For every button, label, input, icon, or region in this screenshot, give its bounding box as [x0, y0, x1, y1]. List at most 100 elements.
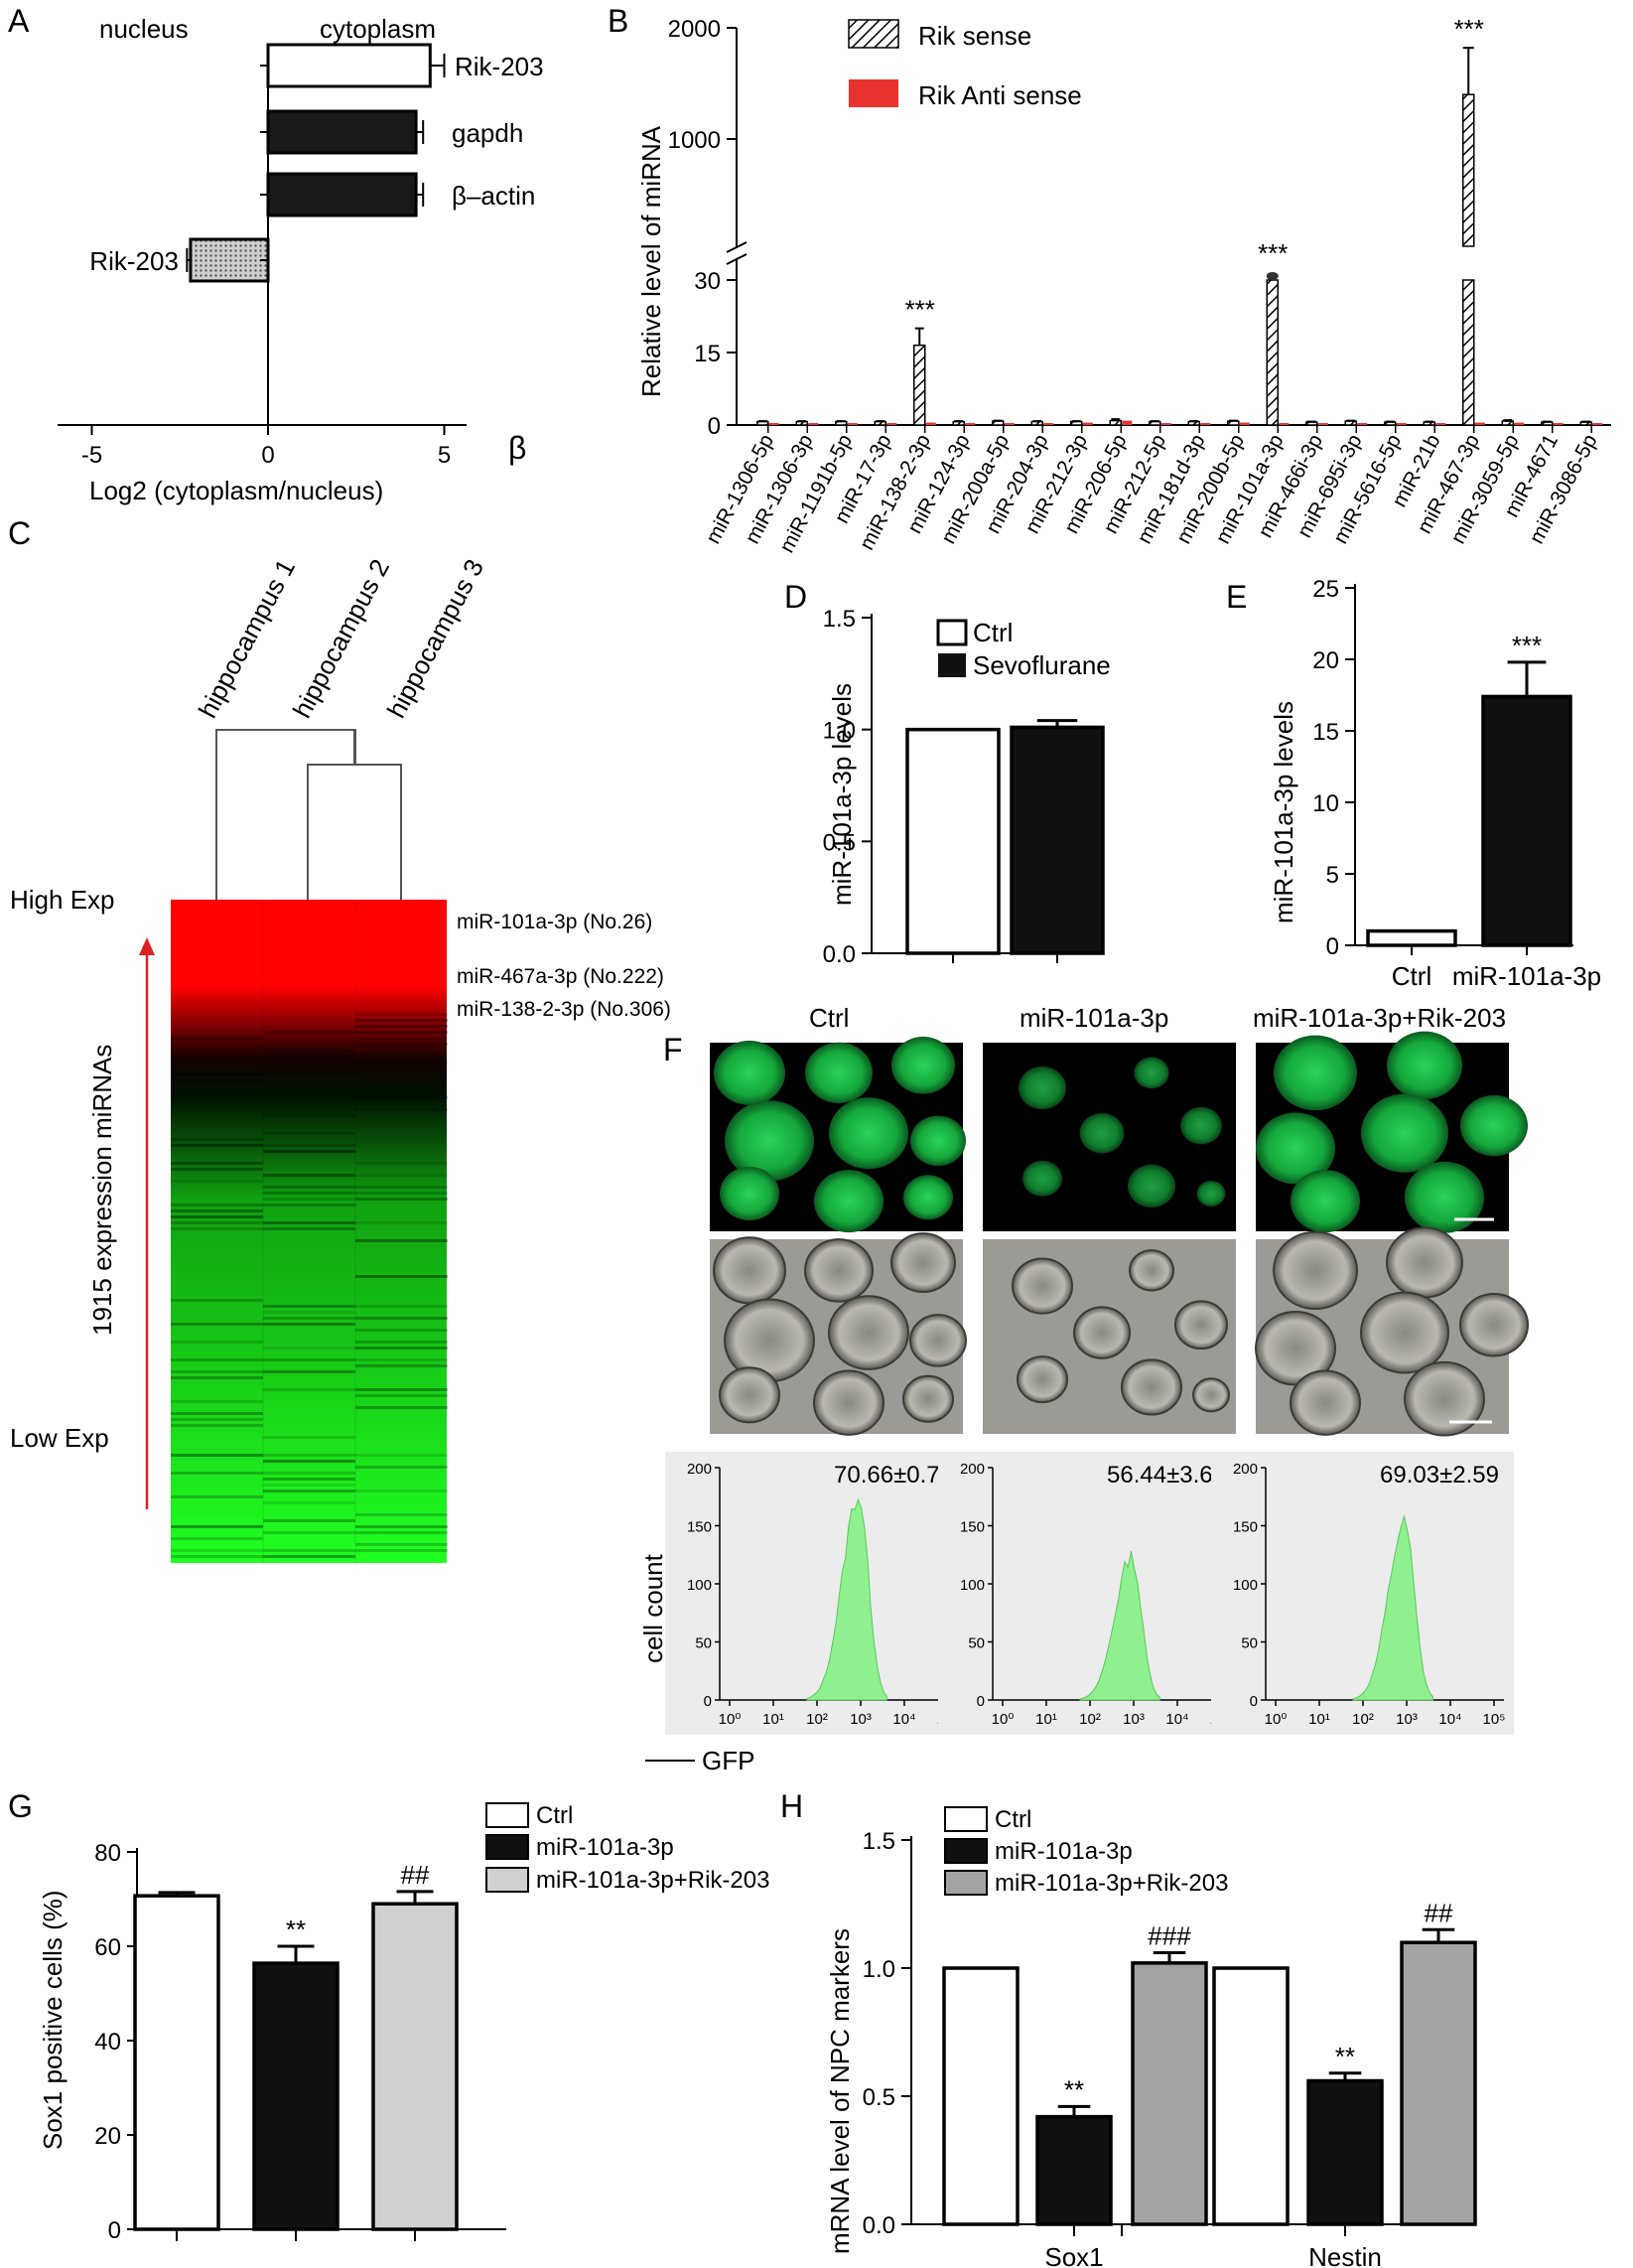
b-bar-antisense [1396, 423, 1407, 425]
heatmap-cell [171, 1299, 263, 1302]
heatmap-cell [263, 1501, 355, 1504]
axis-label-e-y: miR-101a-3p levels [1269, 701, 1298, 923]
a-bar [266, 109, 418, 155]
heatmap-cell [355, 1275, 448, 1278]
b-bar-antisense [886, 423, 897, 425]
heatmap-cell [263, 1198, 355, 1201]
heatmap-cell [263, 1114, 355, 1117]
gfp-histogram [1079, 1550, 1160, 1701]
heatmap-cell [355, 1406, 448, 1409]
heatmap-cell [171, 1472, 263, 1475]
b-bar-antisense [1317, 423, 1328, 425]
hist-y-tick-label: 50 [968, 1635, 985, 1652]
b-bar-antisense [965, 423, 976, 425]
neurosphere [1012, 1257, 1073, 1315]
panel-a-chart: nucleus cytoplasm Log2 (cytoplasm/nucleu… [89, 14, 526, 505]
axis-label-b-y: Relative level of miRNA [636, 125, 666, 397]
h-bar [1306, 2078, 1384, 2226]
b-axis-break [726, 253, 748, 265]
hist-x-tick-label: 10¹ [1308, 1711, 1330, 1728]
hist-x-tick-label: 10⁵ [1483, 1711, 1506, 1728]
histogram-panel [1211, 1452, 1514, 1735]
neurosphere [1073, 1306, 1131, 1359]
heatmap-cell [263, 1084, 355, 1087]
heatmap-cell [171, 1168, 263, 1171]
heatmap-cell [171, 1323, 263, 1326]
hist-y-tick-label: 0 [977, 1693, 985, 1710]
g-y-tick-label: 80 [94, 1840, 121, 1867]
h-significance: ### [1148, 1921, 1191, 1951]
heatmap-cell [355, 1239, 448, 1242]
heatmap-cell [171, 1180, 263, 1183]
heatmap-cell [263, 1549, 355, 1552]
gfp-sphere [1387, 1031, 1462, 1100]
b-y-tick-label: 0 [708, 413, 721, 440]
g-y-tick-label: 40 [94, 2029, 121, 2055]
gfp-sphere [1019, 1066, 1066, 1110]
low-exp-label: Low Exp [10, 1423, 109, 1453]
e-y-tick-label: 0 [1326, 933, 1339, 960]
heatmap-cell [171, 1537, 263, 1540]
gfp-sphere [714, 1041, 785, 1105]
heatmap-cell [263, 1221, 355, 1224]
sample-label-2: hippocampus 2 [287, 554, 395, 723]
a-bar [266, 172, 418, 217]
gfp-percentage: 56.44±3.65 [1107, 1462, 1226, 1488]
group-label-ctrl: Ctrl [809, 1003, 849, 1033]
hist-y-tick-label: 200 [687, 1461, 712, 1478]
d-bar [905, 727, 1001, 955]
b-significance: *** [1454, 14, 1484, 44]
neurosphere [902, 1374, 954, 1423]
heatmap-cell [263, 1174, 355, 1177]
neurosphere [1121, 1358, 1182, 1416]
legend-swatch-ctrl [936, 619, 968, 646]
hist-y-tick-label: 50 [1241, 1635, 1258, 1652]
b-bar-antisense [1279, 423, 1290, 425]
hist-x-tick-label: 10⁴ [892, 1711, 915, 1728]
g-legend-swatch [485, 1834, 529, 1860]
heatmap-cell [263, 1436, 355, 1439]
neurosphere [1404, 1360, 1485, 1437]
hist-x-tick-label: 10⁴ [1438, 1711, 1461, 1728]
panel-e-chart: miR-101a-3p levels [1269, 701, 1298, 923]
b-bar-antisense [1160, 423, 1171, 425]
e-y-tick-label: 5 [1326, 862, 1339, 889]
heatmap-cell [171, 1209, 263, 1212]
a-bar-label: gapdh [452, 118, 523, 148]
hist-x-tick-label: 10² [1352, 1711, 1374, 1728]
b-bar-sense-upper [1462, 93, 1475, 247]
hist-x-tick-label: 10⁰ [719, 1711, 742, 1728]
histogram-panel [665, 1452, 968, 1735]
d-bar [1010, 725, 1105, 955]
gfp-sphere [903, 1175, 953, 1220]
b-bar-antisense [925, 422, 936, 425]
hist-y-tick-label: 100 [1233, 1577, 1258, 1594]
hist-x-tick-label: 10¹ [762, 1711, 784, 1728]
b-bar-antisense [1004, 423, 1015, 425]
heatmap-cell [355, 1531, 448, 1534]
g-legend-label: miR-101a-3p [536, 1834, 674, 1861]
heatmap-cell [355, 1221, 448, 1224]
heatmap-cell [171, 1424, 263, 1427]
heatmap-cell [263, 1489, 355, 1492]
g-legend-swatch [485, 1802, 529, 1828]
heatmap-cell [263, 1478, 355, 1481]
heatmap-cell [355, 1549, 448, 1552]
e-y-tick-label: 20 [1312, 647, 1339, 674]
gfp-sphere [1022, 1160, 1062, 1197]
neurosphere [1129, 1249, 1174, 1292]
neurosphere [1017, 1355, 1068, 1404]
hist-x-tick-label: 10³ [850, 1711, 872, 1728]
h-y-tick-label: 0.5 [863, 2084, 895, 2111]
heatmap-cell [263, 1519, 355, 1522]
gfp-percentage: 69.03±2.59 [1380, 1462, 1499, 1488]
hist-x-tick-label: 10⁰ [992, 1711, 1015, 1728]
heatmap-cell [355, 1466, 448, 1469]
group-label-mir-rik: miR-101a-3p+Rik-203 [1253, 1003, 1506, 1033]
h-x-tick-label: Sox1 [1044, 2242, 1103, 2268]
g-legend-label: Ctrl [536, 1802, 573, 1829]
g-significance: ## [401, 1860, 430, 1890]
d-y-tick-label: 1.0 [823, 718, 856, 745]
a-x-tick-label: 0 [261, 442, 274, 469]
